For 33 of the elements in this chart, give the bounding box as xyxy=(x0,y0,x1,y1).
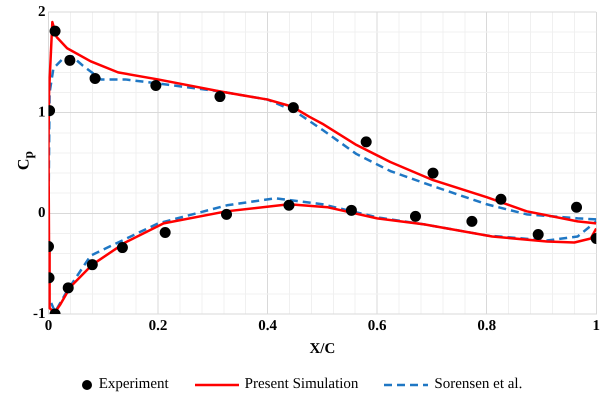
point xyxy=(495,194,506,205)
point xyxy=(221,208,232,220)
point xyxy=(532,228,544,240)
point xyxy=(62,282,74,294)
point xyxy=(150,80,162,91)
point xyxy=(428,168,439,179)
point xyxy=(214,91,226,102)
point xyxy=(346,204,357,216)
legend-label: Experiment xyxy=(98,376,169,393)
y-tick-label: 2 xyxy=(38,4,46,20)
x-tick-label: 0.4 xyxy=(258,318,278,334)
y-tick-label: -1 xyxy=(32,306,46,322)
y-tick-label: 0 xyxy=(38,205,46,222)
point xyxy=(160,226,171,238)
point xyxy=(466,216,478,227)
x-tick-label: 1 xyxy=(592,318,600,334)
point xyxy=(90,72,101,84)
x-axis-title: X/C xyxy=(309,340,336,357)
legend-label: Present Simulation xyxy=(244,376,358,393)
point xyxy=(283,200,294,211)
x-tick-label: 0.8 xyxy=(477,318,496,334)
point xyxy=(50,26,61,37)
point xyxy=(288,102,299,114)
x-tick-label: 0.6 xyxy=(368,318,388,334)
legend-label: Sorensen et al. xyxy=(434,376,522,393)
point xyxy=(360,136,372,148)
point xyxy=(64,54,76,66)
point xyxy=(86,259,98,270)
point xyxy=(571,202,582,213)
point xyxy=(116,242,128,254)
y-tick-label: 1 xyxy=(38,104,46,121)
x-tick-label: 0.2 xyxy=(148,318,168,334)
point xyxy=(410,210,421,222)
